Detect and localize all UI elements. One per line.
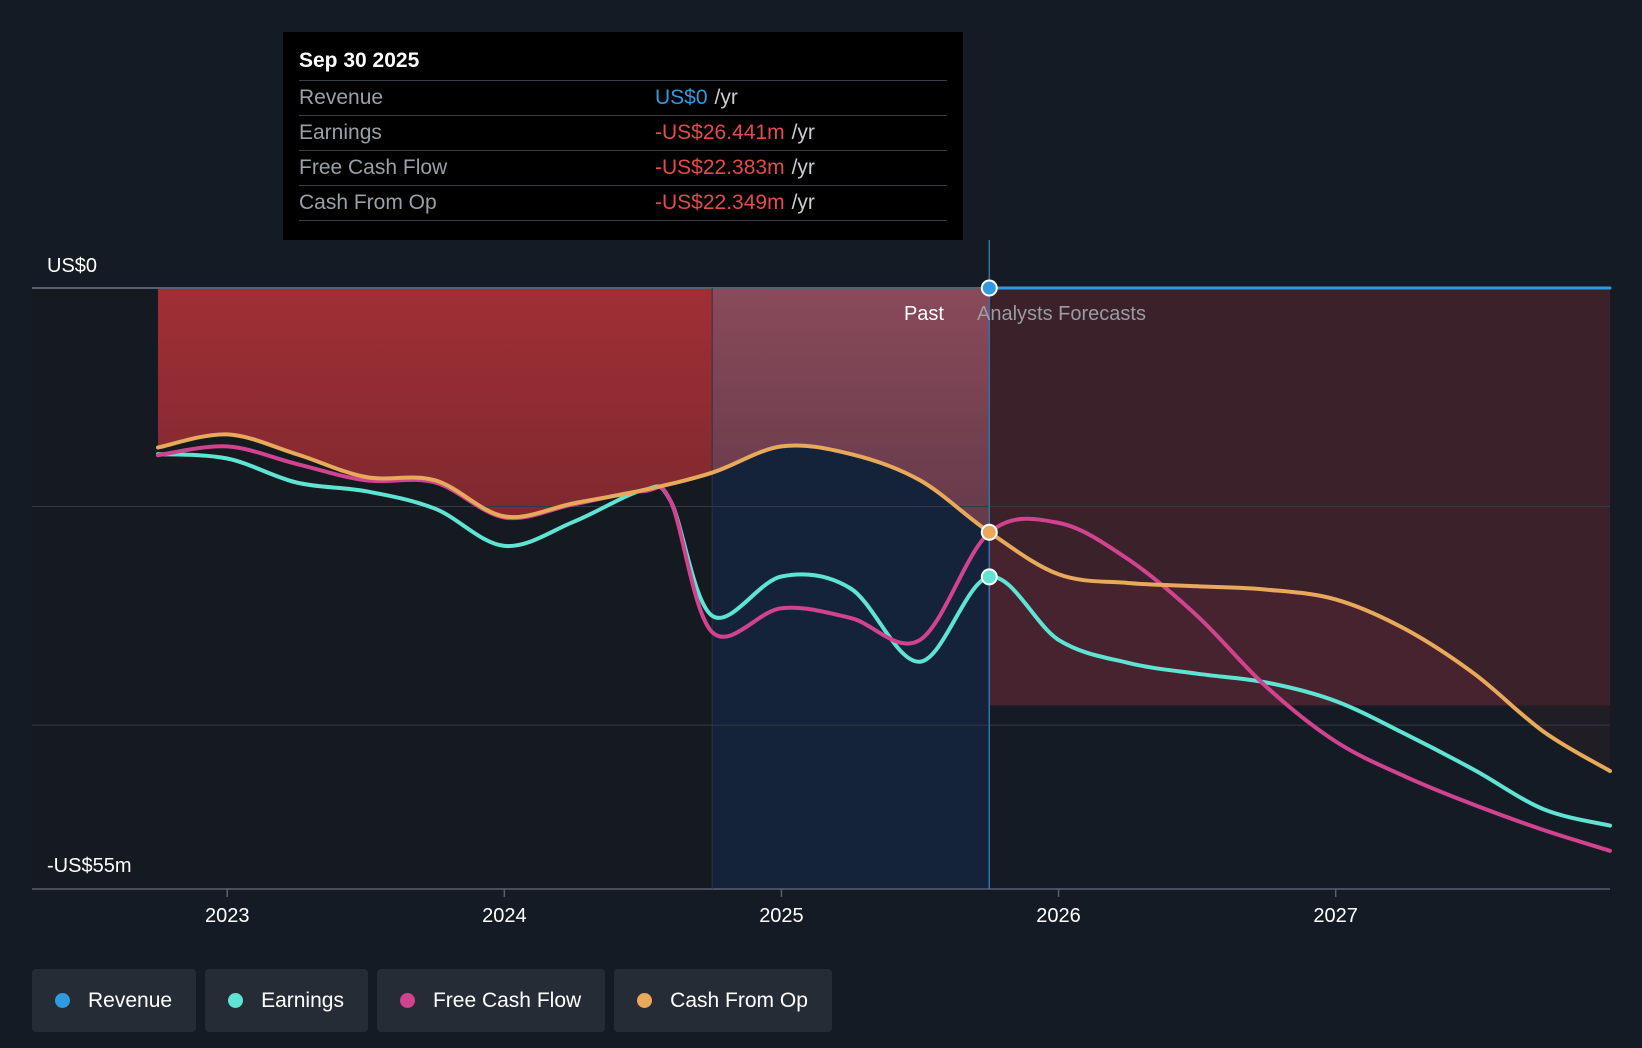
revenue-dot-icon [55,993,70,1008]
x-tick-label: 2026 [1036,905,1081,927]
tooltip: Sep 30 2025 Revenue US$0 /yr Earnings -U… [283,32,963,240]
tooltip-unit: /yr [791,156,815,179]
marker-cash-from-op [980,523,998,541]
tooltip-name: Cash From Op [299,191,437,214]
tooltip-value: -US$22.383m [655,156,785,179]
past-label: Past [904,303,944,325]
tooltip-name: Earnings [299,121,382,144]
legend-label: Revenue [88,988,173,1012]
tooltip-unit: /yr [791,121,815,144]
tooltip-row-cash-from-op: Cash From Op -US$22.349m /yr [299,185,947,221]
series-line-earnings [156,452,1612,828]
tooltip-unit: /yr [791,191,815,214]
legend-label: Earnings [261,988,344,1012]
series-line-cash-from-op [156,432,1612,773]
marker-earnings [980,568,998,586]
highlight-loss-area [712,288,990,533]
legend: Revenue Earnings Free Cash Flow Cash Fro… [32,969,832,1032]
x-tick-label: 2024 [482,905,527,927]
markers [980,279,998,586]
tooltip-unit: /yr [714,86,738,109]
legend-item-cash-from-op[interactable]: Cash From Op [614,969,832,1032]
tooltip-value: -US$22.349m [655,191,785,214]
x-axis: 2023 2024 2025 2026 2027 [205,889,1358,927]
loss-area [157,288,1610,771]
tooltip-date: Sep 30 2025 [299,49,420,72]
series-lines [156,286,1612,853]
earnings-dot-icon [228,993,244,1008]
y-label-top: US$0 [47,255,97,277]
legend-label: Free Cash Flow [432,988,582,1012]
tooltip-name: Free Cash Flow [299,156,448,179]
divider [711,240,991,889]
tooltip-value: US$0 [655,86,708,109]
legend-item-earnings[interactable]: Earnings [205,969,368,1032]
y-label-bottom: -US$55m [47,855,131,877]
free-cash-flow-dot-icon [399,993,415,1008]
legend-item-revenue[interactable]: Revenue [32,969,197,1032]
x-tick-label: 2023 [205,905,250,927]
x-tick-label: 2027 [1313,905,1358,927]
tooltip-name: Revenue [299,86,384,109]
legend-item-free-cash-flow[interactable]: Free Cash Flow [376,969,606,1032]
forecast-loss-shade [989,288,1610,771]
tooltip-row-revenue: Revenue US$0 /yr [299,80,947,115]
cash-from-op-dot-icon [637,993,653,1008]
marker-revenue [980,279,998,297]
past-loss-area [157,288,713,518]
tooltip-value: -US$26.441m [655,121,785,144]
tooltip-row-free-cash-flow: Free Cash Flow -US$22.383m /yr [299,150,947,185]
series-line-free-cash-flow [156,444,1612,853]
tooltip-row-earnings: Earnings -US$26.441m /yr [299,115,947,150]
legend-label: Cash From Op [670,988,808,1012]
x-tick-label: 2025 [759,905,804,927]
forecast-label: Analysts Forecasts [977,303,1146,325]
